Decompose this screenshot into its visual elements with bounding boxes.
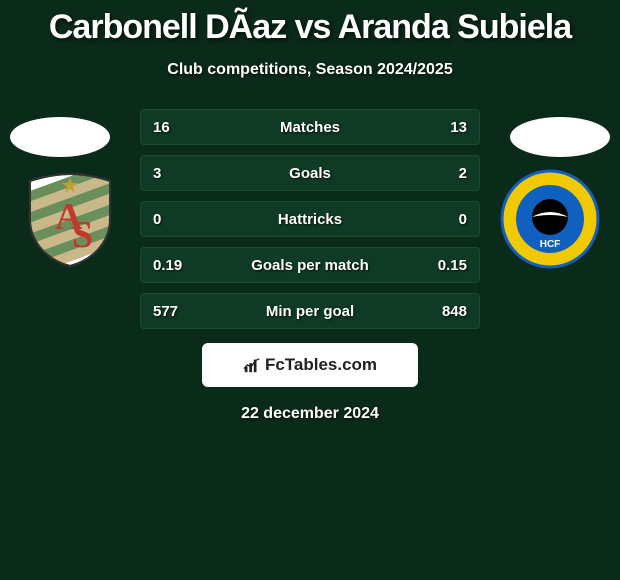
- stat-right-value: 0.15: [427, 257, 467, 274]
- stat-right-value: 0: [427, 211, 467, 228]
- subtitle: Club competitions, Season 2024/2025: [0, 61, 620, 79]
- stat-label: Goals per match: [251, 257, 369, 274]
- player-marker-left: [10, 117, 110, 157]
- stat-right-value: 13: [427, 119, 467, 136]
- svg-text:HCF: HCF: [540, 239, 561, 250]
- comparison-area: A S HCF 16 Matches 13: [0, 109, 620, 423]
- stat-right-value: 848: [427, 303, 467, 320]
- stat-row: 16 Matches 13: [140, 109, 480, 145]
- page-title: Carbonell DÃ­az vs Aranda Subiela: [0, 8, 620, 47]
- branding-text: FcTables.com: [265, 355, 377, 375]
- chart-icon: [243, 356, 261, 374]
- stat-right-value: 2: [427, 165, 467, 182]
- date-label: 22 december 2024: [0, 405, 620, 423]
- stat-row: 0 Hattricks 0: [140, 201, 480, 237]
- stat-left-value: 0.19: [153, 257, 193, 274]
- stat-left-value: 16: [153, 119, 193, 136]
- stat-left-value: 0: [153, 211, 193, 228]
- club-crest-right: HCF: [500, 169, 600, 269]
- stat-row: 577 Min per goal 848: [140, 293, 480, 329]
- stat-left-value: 3: [153, 165, 193, 182]
- svg-text:S: S: [72, 214, 93, 256]
- stat-row: 0.19 Goals per match 0.15: [140, 247, 480, 283]
- stat-label: Hattricks: [278, 211, 342, 228]
- stat-left-value: 577: [153, 303, 193, 320]
- stat-label: Matches: [280, 119, 340, 136]
- player-marker-right: [510, 117, 610, 157]
- club-crest-left: A S: [20, 169, 120, 269]
- branding-badge: FcTables.com: [202, 343, 418, 387]
- stat-label: Min per goal: [266, 303, 354, 320]
- stat-label: Goals: [289, 165, 331, 182]
- stat-rows: 16 Matches 13 3 Goals 2 0 Hattricks 0 0.…: [140, 109, 480, 329]
- stat-row: 3 Goals 2: [140, 155, 480, 191]
